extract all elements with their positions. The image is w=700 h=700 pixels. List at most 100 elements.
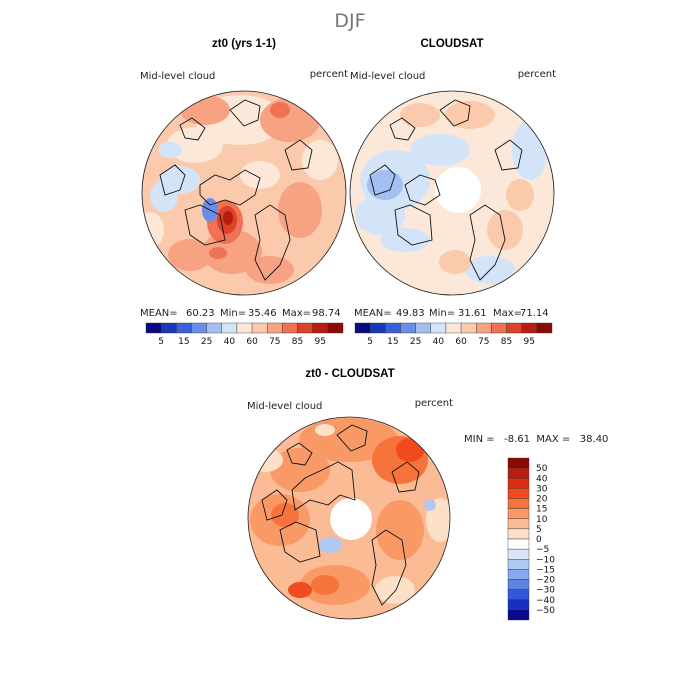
colorbar-swatch bbox=[507, 478, 530, 489]
colorbar-swatch bbox=[267, 322, 283, 334]
colorbar-swatch bbox=[507, 488, 530, 499]
panel-obs-mean-value: 49.83 bbox=[396, 308, 425, 319]
panel-model-map bbox=[142, 91, 346, 295]
colorbar-swatch bbox=[507, 457, 530, 469]
panel-difference-variable-label: Mid-level cloud bbox=[247, 401, 322, 412]
colorbar-swatch bbox=[507, 518, 530, 530]
panel-difference-units-label: percent bbox=[415, 398, 453, 409]
panel-obs-units-label: percent bbox=[518, 69, 556, 80]
colorbar-swatch bbox=[312, 322, 329, 334]
colorbar-swatch bbox=[507, 579, 530, 590]
panel-obs-map-border bbox=[349, 90, 555, 296]
colorbar-tick-label: 40 bbox=[536, 474, 548, 484]
colorbar-swatch bbox=[430, 322, 447, 334]
colorbar-swatch bbox=[491, 322, 507, 334]
colorbar-tick-label: −20 bbox=[536, 576, 555, 586]
colorbar-swatch bbox=[507, 569, 530, 580]
colorbar-tick-label: 60 bbox=[246, 337, 258, 347]
colorbar-swatch bbox=[221, 322, 238, 334]
panel-model-max-label: Max= bbox=[282, 308, 311, 319]
colorbar-swatch bbox=[521, 322, 538, 334]
colorbar-swatch bbox=[160, 322, 177, 334]
panel-model-map-border bbox=[141, 90, 347, 296]
colorbar-tick-label: 95 bbox=[524, 337, 535, 347]
panel-difference-map-border bbox=[247, 416, 451, 620]
colorbar-tick-label: −10 bbox=[536, 555, 555, 565]
colorbar-tick-label: −40 bbox=[536, 596, 555, 606]
panel-obs-min-label: Min= bbox=[429, 308, 455, 319]
colorbar-swatch bbox=[445, 322, 462, 334]
panel-model-colorbar: 5 15 25 40 60 75 85 95 bbox=[145, 322, 344, 347]
panel-difference: zt0 - CLOUDSAT Mid-level cloud percent bbox=[247, 368, 608, 621]
colorbar-tick-label: 85 bbox=[501, 337, 512, 347]
panel-model-units-label: percent bbox=[310, 69, 348, 80]
panel-obs-mean-label: MEAN= bbox=[354, 308, 392, 319]
colorbar-swatch bbox=[507, 589, 530, 600]
colorbar-tick-label: −15 bbox=[536, 565, 555, 575]
colorbar-swatch bbox=[354, 322, 371, 334]
colorbar-swatch bbox=[176, 322, 192, 334]
colorbar-swatch bbox=[506, 322, 522, 334]
colorbar-tick-label: 25 bbox=[201, 337, 212, 347]
colorbar-swatch bbox=[507, 559, 530, 570]
colorbar-tick-label: 75 bbox=[478, 337, 489, 347]
colorbar-swatch bbox=[327, 322, 344, 334]
panel-obs-colorbar: 5 15 25 40 60 75 85 95 bbox=[354, 322, 553, 347]
colorbar-tick-label: −5 bbox=[536, 545, 549, 555]
panel-obs-max-value: 71.14 bbox=[520, 308, 549, 319]
panel-difference-map bbox=[248, 417, 450, 619]
colorbar-tick-label: 15 bbox=[536, 505, 547, 515]
panel-difference-stats: MIN = -8.61 MAX = 38.40 bbox=[464, 434, 608, 445]
colorbar-swatch bbox=[236, 322, 253, 334]
colorbar-swatch bbox=[297, 322, 313, 334]
colorbar-swatch bbox=[191, 322, 207, 334]
panel-obs: CLOUDSAT Mid-level cloud percent bbox=[349, 38, 556, 347]
colorbar-swatch bbox=[369, 322, 386, 334]
colorbar-swatch bbox=[460, 322, 477, 334]
panel-model-mean-value: 60.23 bbox=[186, 308, 215, 319]
colorbar-swatch bbox=[507, 528, 530, 540]
colorbar-tick-label: 85 bbox=[292, 337, 303, 347]
colorbar-swatch bbox=[507, 508, 530, 519]
colorbar-swatch bbox=[145, 322, 162, 334]
colorbar-tick-label: 15 bbox=[178, 337, 189, 347]
colorbar-swatch bbox=[507, 599, 530, 611]
season-title: DJF bbox=[334, 10, 365, 32]
panel-model-min-value: 35.46 bbox=[248, 308, 277, 319]
panel-obs-title: CLOUDSAT bbox=[420, 38, 483, 50]
colorbar-swatch bbox=[415, 322, 431, 334]
colorbar-swatch bbox=[400, 322, 416, 334]
colorbar-swatch bbox=[206, 322, 222, 334]
colorbar-tick-label: 40 bbox=[433, 337, 445, 347]
colorbar-tick-label: 15 bbox=[387, 337, 398, 347]
panel-model-mean-label: MEAN= bbox=[140, 308, 178, 319]
colorbar-tick-label: 5 bbox=[158, 337, 164, 347]
colorbar-tick-label: 10 bbox=[536, 515, 548, 525]
colorbar-tick-label: −50 bbox=[536, 606, 555, 616]
colorbar-tick-label: 5 bbox=[367, 337, 373, 347]
panel-obs-min-value: 31.61 bbox=[458, 308, 487, 319]
colorbar-tick-label: 75 bbox=[269, 337, 280, 347]
colorbar-tick-label: 25 bbox=[410, 337, 421, 347]
panel-difference-title: zt0 - CLOUDSAT bbox=[305, 368, 394, 380]
colorbar-tick-label: 50 bbox=[536, 464, 548, 474]
colorbar-swatch bbox=[507, 467, 530, 479]
colorbar-swatch bbox=[507, 548, 530, 560]
panel-obs-max-label: Max= bbox=[493, 308, 522, 319]
panel-model-variable-label: Mid-level cloud bbox=[140, 71, 215, 82]
colorbar-tick-label: 30 bbox=[536, 484, 548, 494]
colorbar-tick-label: 0 bbox=[536, 535, 542, 545]
colorbar-swatch bbox=[385, 322, 401, 334]
panel-model-max-value: 98.74 bbox=[312, 308, 341, 319]
panel-model-title: zt0 (yrs 1-1) bbox=[212, 38, 276, 50]
colorbar-swatch bbox=[282, 322, 298, 334]
colorbar-swatch bbox=[507, 498, 530, 509]
panel-obs-variable-label: Mid-level cloud bbox=[350, 71, 425, 82]
colorbar-tick-label: −30 bbox=[536, 586, 555, 596]
colorbar-swatch bbox=[507, 609, 530, 621]
colorbar-swatch bbox=[251, 322, 268, 334]
colorbar-tick-label: 60 bbox=[455, 337, 467, 347]
colorbar-swatch bbox=[507, 538, 530, 550]
